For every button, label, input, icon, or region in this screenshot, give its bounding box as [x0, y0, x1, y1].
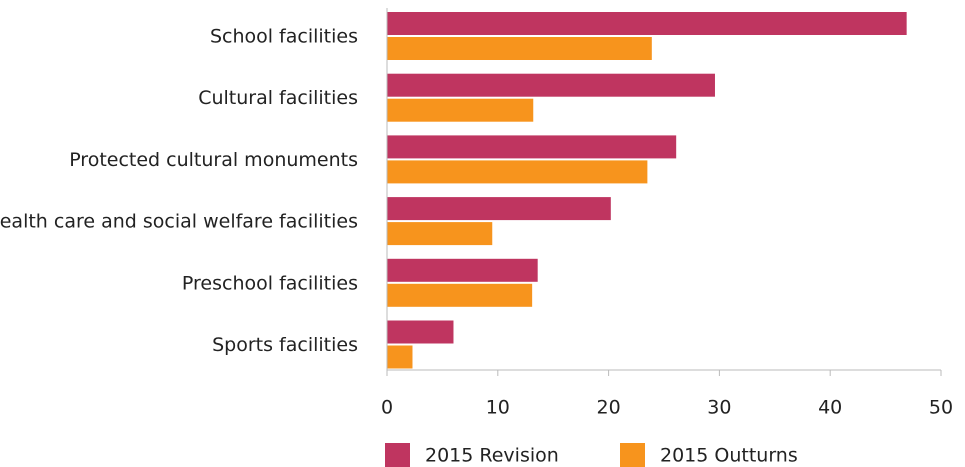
category-label: School facilities	[210, 26, 358, 48]
x-tick-label: 20	[597, 397, 621, 419]
legend-swatch	[620, 443, 645, 467]
category-label: Preschool facilities	[182, 272, 358, 294]
bar	[387, 222, 493, 246]
bar	[387, 135, 677, 159]
x-tick-label: 50	[929, 397, 953, 419]
x-tick-label: 30	[707, 397, 731, 419]
bar	[387, 73, 715, 97]
category-label: Cultural facilities	[198, 87, 358, 109]
x-tick-label: 40	[818, 397, 842, 419]
bar	[387, 320, 454, 344]
category-label: Sports facilities	[212, 334, 358, 356]
bar	[387, 160, 648, 184]
x-tick-label: 10	[486, 397, 510, 419]
legend-swatch	[385, 443, 410, 467]
legend-label: 2015 Outturns	[660, 445, 798, 467]
bar	[387, 258, 538, 282]
category-label: Protected cultural monuments	[69, 149, 358, 171]
category-label: Health care and social welfare facilitie…	[0, 211, 358, 233]
bar	[387, 345, 413, 369]
legend-label: 2015 Revision	[425, 445, 559, 467]
bar	[387, 12, 907, 35]
x-tick-label: 0	[381, 397, 393, 419]
bar	[387, 98, 534, 122]
bar	[387, 283, 533, 307]
bar	[387, 37, 652, 60]
bar	[387, 197, 611, 221]
